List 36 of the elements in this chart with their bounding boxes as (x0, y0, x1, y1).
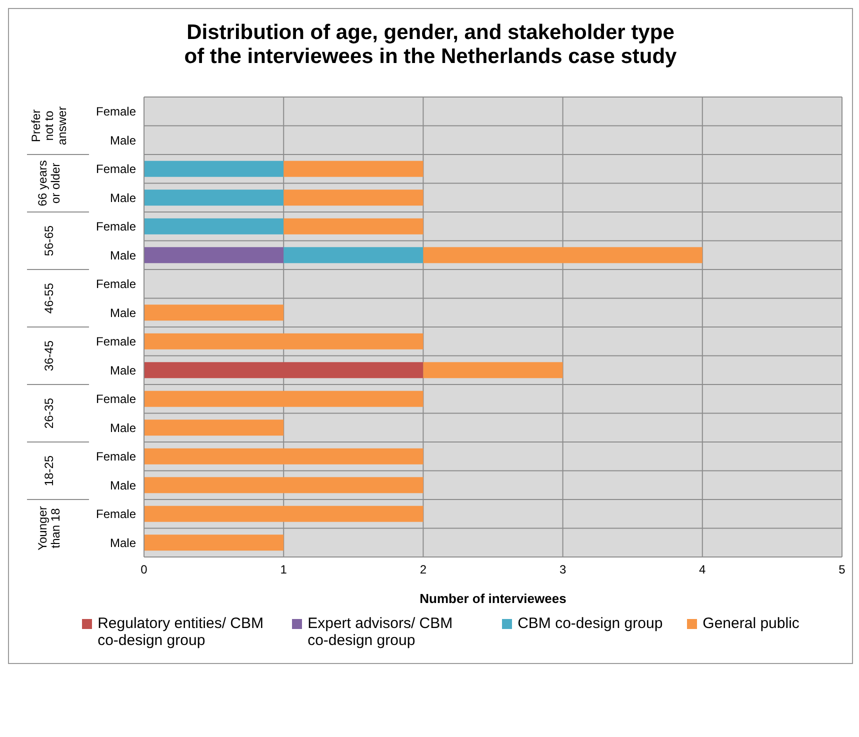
x-tick-label: 5 (838, 562, 846, 577)
text: 56-65 (42, 225, 56, 256)
y-tick-label: Male (110, 478, 136, 492)
y-tick-label: Male (110, 190, 136, 205)
text: Younger than 18 (36, 506, 62, 550)
y-tick-label: Male (110, 363, 136, 378)
legend-label: General public (702, 615, 800, 632)
legend-label: Regulatory entities/ CBM co-design group (98, 615, 264, 649)
x-tick-label: 3 (559, 562, 566, 577)
y-tick-label: Female (96, 450, 136, 464)
y-tick-label: Female (96, 277, 136, 292)
text: 18-25 (42, 455, 56, 486)
y-tick-label: Female (96, 392, 136, 406)
legend-label: Expert advisors/ CBM co-design group (308, 615, 454, 649)
y-tick-label: Female (96, 220, 136, 234)
text: 26-35 (42, 398, 56, 429)
text: 36-45 (42, 340, 56, 372)
y-tick-label: Female (96, 507, 136, 522)
text: Prefer not to answer (29, 106, 69, 146)
y-tick-label: Male (110, 248, 136, 262)
x-tick-label: 1 (280, 562, 288, 577)
y-tick-label: Male (110, 536, 136, 550)
y-tick-label: Male (110, 420, 136, 435)
text: 46-55 (42, 282, 56, 314)
text: 66 years or older (36, 160, 62, 206)
x-tick-label: 2 (420, 562, 427, 577)
y-tick-label: Male (110, 133, 136, 148)
y-tick-label: Male (110, 306, 136, 320)
y-tick-label: Female (96, 104, 136, 119)
y-tick-label: Female (96, 334, 136, 349)
y-tick-label: Female (96, 162, 136, 176)
x-tick-label: 4 (699, 562, 706, 577)
chart-title: Distribution of age, gender, and stakeholder type of the interviewees in the Netherlands case study (183, 21, 678, 69)
x-tick-label: 0 (140, 562, 148, 577)
x-axis-title: Number of interviewees (420, 591, 566, 606)
legend-label: CBM co-design group (518, 615, 663, 632)
